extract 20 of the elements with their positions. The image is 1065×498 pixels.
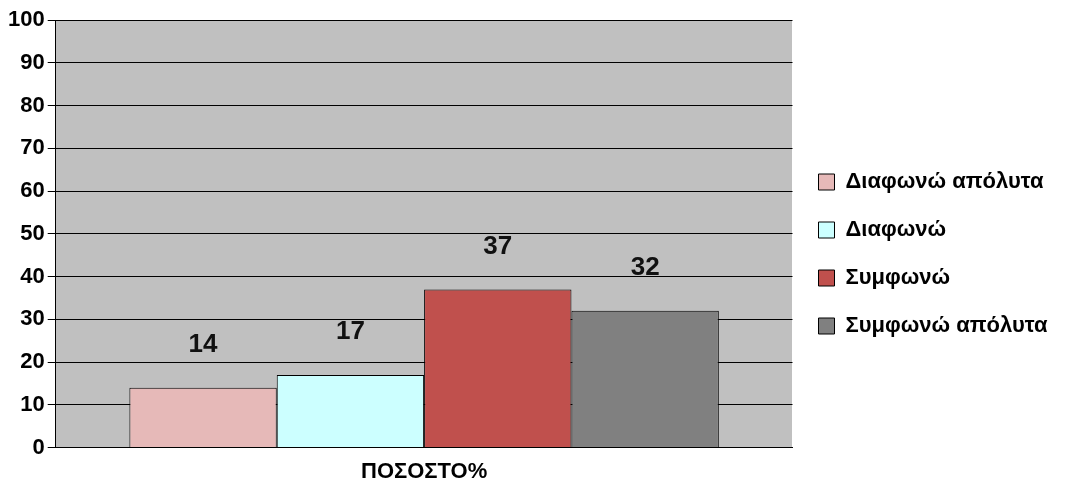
y-tick-label: 70 [20,134,45,160]
data-label: 17 [335,315,365,346]
x-tick-label: ΠΟΣΟΣΤΟ% [360,457,488,483]
legend-label: Συμφωνώ απόλυτα [845,312,1048,338]
y-tick-label: 100 [7,6,45,32]
legend-label: Συμφωνώ [845,264,951,290]
y-tick-label: 20 [20,348,45,374]
data-label: 32 [630,250,660,281]
y-tick-label: 50 [20,219,45,245]
y-tick-label: 40 [20,262,45,288]
y-tick-label: 60 [20,177,45,203]
data-label: 37 [483,229,513,260]
legend-label: Διαφωνώ απόλυτα [845,168,1044,194]
y-tick-label: 10 [20,390,45,416]
legend-label: Διαφωνώ [845,216,947,242]
y-tick-label: 30 [20,305,45,331]
y-tick-label: 90 [20,48,45,74]
data-label: 14 [188,327,219,358]
y-tick-label: 80 [20,91,45,117]
y-tick-label: 0 [32,433,45,459]
